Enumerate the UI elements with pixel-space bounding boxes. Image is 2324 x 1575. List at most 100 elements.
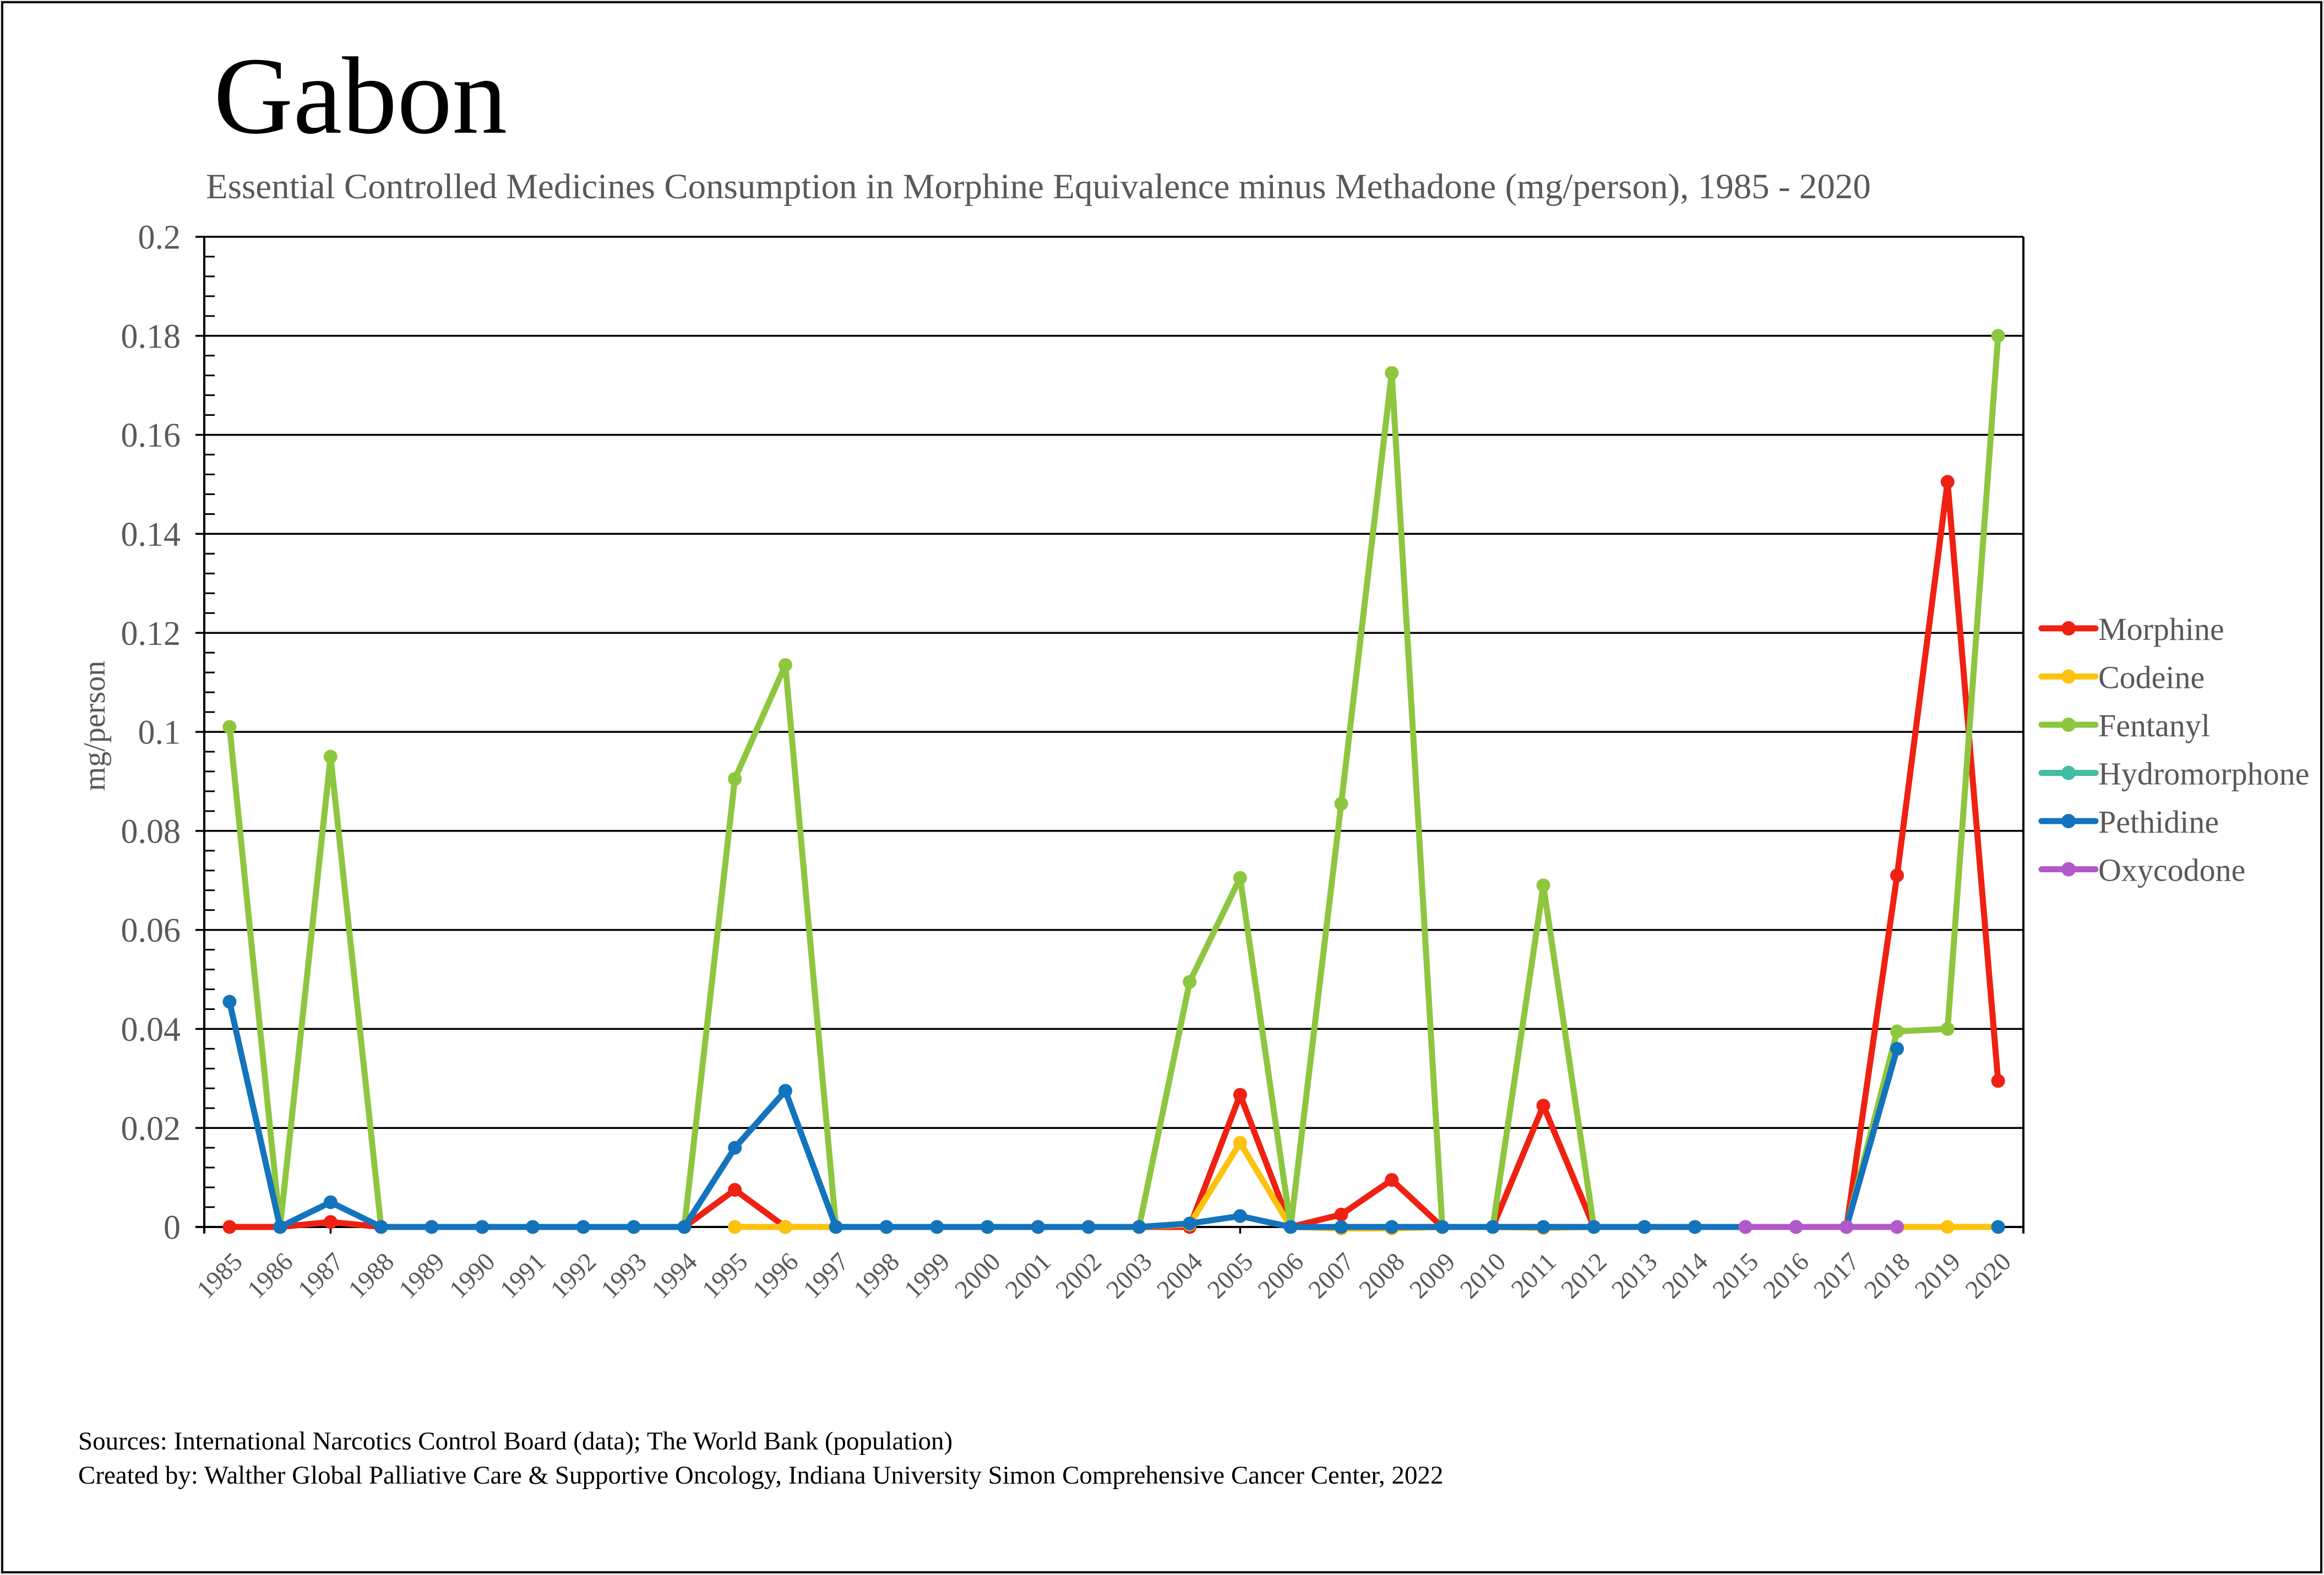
y-axis-label: 0.14: [121, 516, 181, 553]
y-axis-label: 0.1: [138, 714, 181, 752]
data-point-oxycodone: [1789, 1220, 1803, 1234]
data-point-morphine: [1890, 868, 1904, 883]
legend-item-morphine: Morphine: [2038, 611, 2224, 647]
legend-marker-dot: [2061, 718, 2076, 732]
data-point-fentanyl: [323, 750, 338, 764]
data-point-oxycodone: [1738, 1220, 1752, 1234]
data-point-pethidine: [273, 1220, 287, 1234]
data-point-pethidine: [930, 1220, 944, 1234]
legend-item-hydromorphone: Hydromorphone: [2038, 756, 2309, 791]
data-point-pethidine: [1334, 1220, 1348, 1234]
legend-marker-dot: [2061, 765, 2076, 780]
data-point-fentanyl: [1233, 871, 1247, 885]
data-point-pethidine: [323, 1195, 338, 1209]
data-point-pethidine: [728, 1140, 742, 1155]
y-axis-ticks: [195, 236, 215, 1228]
y-axis-label: 0.08: [121, 813, 181, 850]
legend-item-fentanyl: Fentanyl: [2038, 708, 2210, 743]
data-point-pethidine: [778, 1084, 792, 1098]
data-point-pethidine: [627, 1220, 641, 1234]
legend-marker-dot: [2061, 814, 2076, 828]
data-point-fentanyl: [1890, 1024, 1904, 1039]
legend-marker-dot: [2061, 862, 2076, 877]
data-point-pethidine: [1233, 1209, 1247, 1223]
data-point-morphine: [1233, 1088, 1247, 1102]
data-point-morphine: [1991, 1074, 2005, 1088]
data-point-pethidine: [475, 1220, 489, 1234]
data-point-pethidine: [222, 995, 237, 1009]
data-point-pethidine: [526, 1220, 540, 1234]
data-point-fentanyl: [222, 720, 237, 734]
data-point-pethidine: [1031, 1220, 1045, 1234]
data-point-pethidine: [1081, 1220, 1096, 1234]
data-point-pethidine: [1587, 1220, 1601, 1234]
data-point-pethidine: [1283, 1220, 1298, 1234]
data-point-codeine: [778, 1220, 792, 1234]
data-point-morphine: [323, 1215, 338, 1229]
data-point-pethidine: [1485, 1220, 1500, 1234]
data-point-pethidine: [1688, 1220, 1702, 1234]
data-point-fentanyl: [728, 772, 742, 786]
y-axis-labels: 0 0.02 0.04 0.06 0.08 0.1 0.12 0.14 0.16 0.18 0.2: [121, 219, 181, 1247]
data-point-morphine: [1940, 475, 1955, 489]
legend-label: Fentanyl: [2098, 708, 2210, 743]
data-point-fentanyl: [1536, 878, 1550, 893]
series-oxycodone: [1738, 1220, 1904, 1234]
y-axis-label: 0.04: [121, 1011, 181, 1049]
data-point-morphine: [1385, 1173, 1399, 1187]
data-point-oxycodone: [1890, 1220, 1904, 1234]
y-axis-label: 0: [164, 1209, 181, 1247]
data-point-fentanyl: [1940, 1022, 1955, 1036]
data-point-morphine: [222, 1220, 237, 1234]
data-point-oxycodone: [1839, 1220, 1854, 1234]
data-point-codeine: [728, 1220, 742, 1234]
legend-marker-dot: [2061, 621, 2076, 636]
data-point-morphine: [728, 1183, 742, 1197]
data-point-pethidine: [1183, 1216, 1197, 1231]
series-lines: [222, 329, 2005, 1236]
data-point-pethidine: [1536, 1220, 1550, 1234]
data-point-morphine: [1536, 1099, 1550, 1113]
data-point-pethidine: [1385, 1220, 1399, 1234]
data-point-pethidine: [1637, 1220, 1652, 1234]
data-point-pethidine: [879, 1220, 894, 1234]
data-point-pethidine: [1132, 1220, 1146, 1234]
y-axis-label: 0.16: [121, 417, 181, 454]
data-point-pethidine: [1435, 1220, 1450, 1234]
data-point-pethidine: [576, 1220, 590, 1234]
legend-label: Codeine: [2098, 659, 2205, 695]
footer-sources: Sources: International Narcotics Control…: [78, 1427, 953, 1455]
y-axis-label: 0.2: [138, 219, 181, 257]
y-axis-label: 0.18: [121, 318, 181, 355]
y-axis-label: 0.02: [121, 1110, 181, 1148]
y-axis-label: 0.12: [121, 615, 181, 653]
data-point-codeine: [1233, 1136, 1247, 1150]
gridlines: [204, 236, 2023, 1129]
chart-subtitle: Essential Controlled Medicines Consumpti…: [206, 167, 1871, 207]
data-point-fentanyl: [1334, 796, 1348, 811]
legend-marker-dot: [2061, 669, 2076, 684]
footer-credit: Created by: Walther Global Palliative Ca…: [78, 1461, 1444, 1490]
legend-item-pethidine: Pethidine: [2038, 804, 2219, 840]
data-point-morphine: [1334, 1208, 1348, 1221]
data-point-fentanyl: [1183, 975, 1197, 989]
y-axis-title: mg/person: [78, 661, 112, 791]
legend-item-codeine: Codeine: [2038, 659, 2205, 695]
data-point-fentanyl: [778, 658, 792, 672]
data-point-pethidine: [677, 1220, 692, 1234]
data-point-codeine: [1940, 1220, 1955, 1234]
data-point-pethidine: [981, 1220, 995, 1234]
legend-label: Hydromorphone: [2098, 756, 2309, 791]
y-axis-label: 0.06: [121, 912, 181, 949]
data-point-pethidine: [1991, 1220, 2005, 1234]
data-point-pethidine: [424, 1220, 439, 1234]
legend-label: Pethidine: [2098, 804, 2219, 840]
legend-label: Oxycodone: [2098, 852, 2245, 888]
data-point-fentanyl: [1991, 329, 2005, 343]
legend: Morphine Codeine Fentanyl Hydromorphone Peth…: [2038, 611, 2309, 888]
page-title: Gabon: [214, 35, 507, 157]
data-point-fentanyl: [1385, 366, 1399, 380]
data-point-pethidine: [1890, 1041, 1904, 1056]
